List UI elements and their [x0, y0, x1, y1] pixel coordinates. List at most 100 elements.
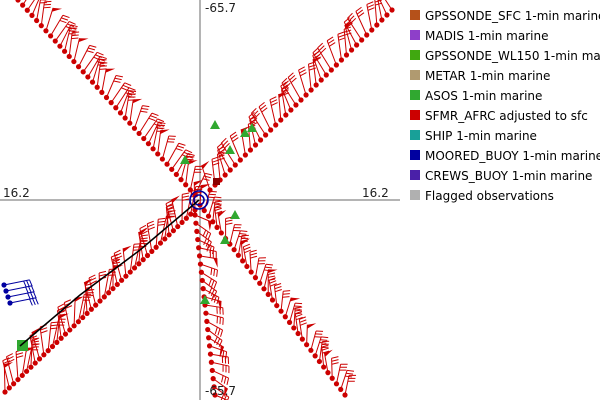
legend-label: CREWS_BUOY 1-min marine: [425, 169, 593, 183]
wind-barb-staff: [5, 285, 32, 292]
legend-item[interactable]: GPSSONDE_WL150 1-min marine: [408, 47, 600, 67]
observation-dot: [265, 291, 271, 298]
wind-barb-feather: [187, 152, 195, 156]
observation-dot: [203, 310, 209, 316]
wind-barb-staff: [321, 347, 325, 368]
wind-barb-feather: [225, 351, 228, 359]
legend-label: ASOS 1-min marine: [425, 89, 543, 103]
wind-barb-feather: [85, 283, 93, 286]
observation-dot: [268, 127, 274, 133]
wind-barb-pennant: [171, 195, 180, 204]
wind-barb-feather: [215, 210, 223, 214]
wind-barb-feather: [32, 337, 40, 340]
observation-dot: [3, 288, 9, 294]
wind-barb-feather: [283, 80, 289, 86]
legend-item[interactable]: SHIP 1-min marine: [408, 127, 600, 147]
wind-barb-feather: [28, 286, 32, 294]
wind-barb-feather: [142, 105, 150, 108]
wind-barb-feather: [268, 275, 276, 278]
legend-item[interactable]: ASOS 1-min marine: [408, 87, 600, 107]
legend-swatch: [410, 50, 420, 60]
wind-barb-feather: [30, 292, 34, 300]
wind-barb-feather: [127, 89, 135, 94]
observation-dot: [201, 207, 207, 214]
legend-item[interactable]: METAR 1-min marine: [408, 67, 600, 87]
wind-barb-feather: [128, 87, 136, 91]
observation-dot: [195, 236, 201, 243]
observation-dot: [325, 370, 331, 376]
wind-barb-feather: [318, 45, 325, 51]
legend-label: GPSSONDE_SFC 1-min marine: [425, 9, 600, 23]
wind-barb-feather: [50, 327, 58, 330]
wind-barb-staff: [343, 21, 358, 46]
map-plot[interactable]: -65.7 -65.7 16.2 16.2: [0, 0, 400, 400]
asos-marker: [180, 155, 190, 164]
wind-barb-feather: [43, 6, 51, 9]
wind-barb-feather: [213, 291, 218, 298]
observation-dot: [89, 79, 96, 85]
wind-barb-feather: [29, 279, 33, 287]
wind-barb-feather: [182, 195, 190, 198]
legend-item[interactable]: CREWS_BUOY 1-min marine: [408, 167, 600, 187]
wind-barb-staff: [54, 21, 70, 42]
wind-barb-feather: [99, 273, 107, 277]
observation-dot: [71, 58, 77, 65]
legend-item[interactable]: GPSSONDE_SFC 1-min marine: [408, 7, 600, 27]
wind-barb-feather: [40, 330, 48, 334]
observation-dot: [7, 300, 13, 306]
buoy-ring-inner: [193, 194, 205, 206]
wind-barb-pennant: [4, 361, 14, 369]
legend-item[interactable]: MOORED_BUOY 1-min marine: [408, 147, 600, 167]
observation-dot: [145, 141, 152, 147]
wind-barb-feather: [211, 280, 215, 288]
observation-dot: [196, 245, 202, 251]
wind-barb-feather: [44, 0, 52, 3]
observation-dot: [252, 275, 259, 281]
observation-dot: [85, 74, 91, 80]
wind-barb-staff: [210, 353, 229, 358]
wind-barb-feather: [299, 316, 306, 320]
wind-barb-feather: [133, 246, 141, 248]
wind-barb-pennant: [123, 245, 132, 253]
axis-label-left: 16.2: [3, 186, 30, 200]
observation-dot: [178, 177, 184, 183]
wind-barb-feather: [29, 298, 33, 306]
wind-barb-feather: [213, 281, 218, 289]
wind-barb-feather: [282, 296, 290, 298]
observation-dot: [342, 392, 348, 398]
asos-marker: [230, 210, 240, 219]
wind-barb-staff: [281, 82, 297, 106]
wind-barb-feather: [111, 253, 118, 258]
wind-barb-staff: [166, 143, 180, 165]
wind-barb-feather: [166, 204, 174, 208]
wind-barb-feather: [95, 54, 102, 59]
wind-barb-feather: [204, 231, 209, 239]
observation-dot: [48, 33, 54, 39]
wind-barb-staff: [68, 32, 73, 57]
wind-barb-feather: [214, 207, 222, 211]
legend-item[interactable]: SFMR_AFRC adjusted to sfc: [408, 107, 600, 127]
observation-dot: [193, 220, 199, 226]
wind-barb-feather: [65, 305, 73, 309]
wind-barb-feather: [157, 118, 165, 123]
wind-barb-feather: [346, 372, 354, 375]
wind-barb-feather: [293, 308, 301, 310]
observation-dot: [316, 358, 323, 365]
axis-label-bottom: -65.7: [205, 384, 237, 398]
wind-barb-feather: [295, 306, 303, 309]
wind-barb-staff: [110, 257, 118, 285]
observation-dot: [141, 135, 147, 142]
wind-barb-feather: [295, 302, 303, 305]
wind-barb-feather: [283, 290, 291, 292]
wind-barb-feather: [182, 198, 190, 201]
observation-dot: [212, 392, 218, 398]
wind-barb-pennant: [217, 209, 227, 218]
wind-barb-staff: [110, 82, 126, 103]
wind-barb-feather: [217, 328, 221, 336]
wind-barb-feather: [298, 66, 305, 71]
wind-barb-staff: [106, 75, 117, 98]
legend-item[interactable]: Flagged observations: [408, 187, 600, 207]
wind-barb-pennant: [307, 323, 317, 329]
legend-item[interactable]: MADIS 1-min marine: [408, 27, 600, 47]
wind-barb-feather: [68, 21, 76, 25]
